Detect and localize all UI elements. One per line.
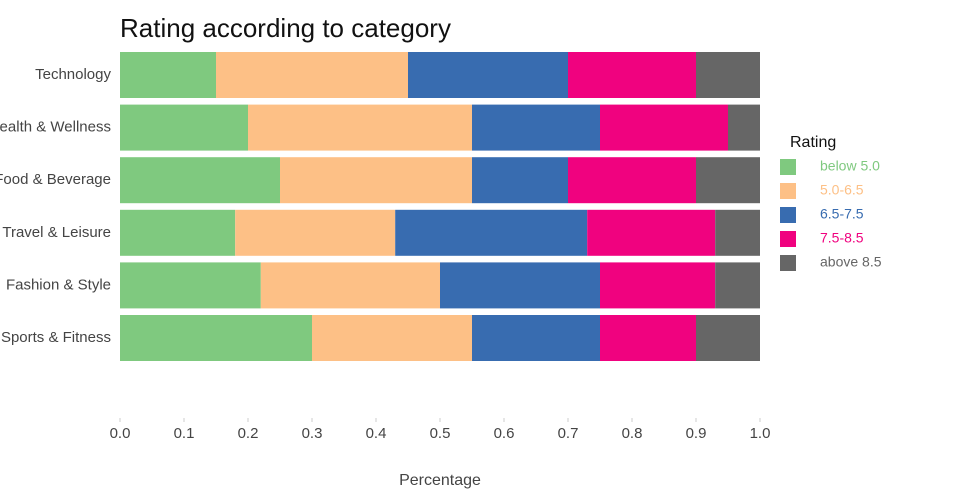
x-tick-label: 0.3 [302,425,323,442]
y-tick-label: Health & Wellness [0,119,111,136]
y-tick-label: Sports & Fitness [1,329,111,346]
bar-segment [696,52,760,98]
bar-segment [120,209,236,256]
y-tick-label: Fashion & Style [6,276,111,293]
legend-swatch [780,231,796,247]
bar-segment [715,262,760,309]
bar-segment [120,104,248,151]
x-tick-label: 0.4 [366,425,387,442]
x-tick-label: 0.0 [110,425,131,442]
bar-segment [472,315,600,361]
bar-segment [235,209,396,256]
bar-segment [120,52,216,98]
bar-segment [587,209,716,256]
legend-swatch [780,255,796,271]
legend-label: 7.5-8.5 [820,230,864,246]
legend-label: 6.5-7.5 [820,206,864,222]
legend-swatch [780,159,796,175]
bar-segment [696,157,760,204]
x-tick-label: 0.5 [430,425,451,442]
bar-segment [600,262,716,309]
legend-label: above 8.5 [820,254,882,270]
bar-segment [120,315,312,361]
bar-segment [568,157,696,204]
bar-segment [120,157,280,204]
bar-segment [728,104,760,151]
legend-title: Rating [790,134,836,151]
bar-segment [260,262,440,309]
bar-segment [472,157,568,204]
bar-segment [216,52,408,98]
legend-swatch [780,207,796,223]
bar-segment [715,209,760,256]
x-tick-label: 1.0 [750,425,771,442]
legend-label: below 5.0 [820,158,880,174]
legend-swatch [780,183,796,199]
bar-segment [408,52,568,98]
bar-segment [280,157,472,204]
bar-segment [395,209,588,256]
bar-segment [248,104,472,151]
y-tick-label: Travel & Leisure [2,224,111,241]
chart-title: Rating according to category [120,13,451,43]
y-tick-label: Food & Beverage [0,171,111,188]
x-tick-label: 0.8 [622,425,643,442]
bar-segment [600,104,728,151]
legend-label: 5.0-6.5 [820,182,864,198]
x-tick-label: 0.6 [494,425,515,442]
x-tick-label: 0.1 [174,425,195,442]
bar-segment [696,315,760,361]
bar-segment [312,315,472,361]
y-tick-label: Technology [35,66,111,83]
x-tick-label: 0.2 [238,425,259,442]
bar-segment [120,262,261,309]
x-tick-label: 0.9 [686,425,707,442]
bar-segment [472,104,600,151]
x-tick-label: 0.7 [558,425,579,442]
x-axis-label: Percentage [399,472,481,489]
bar-segment [600,315,696,361]
bar-segment [440,262,600,309]
bar-segment [568,52,696,98]
